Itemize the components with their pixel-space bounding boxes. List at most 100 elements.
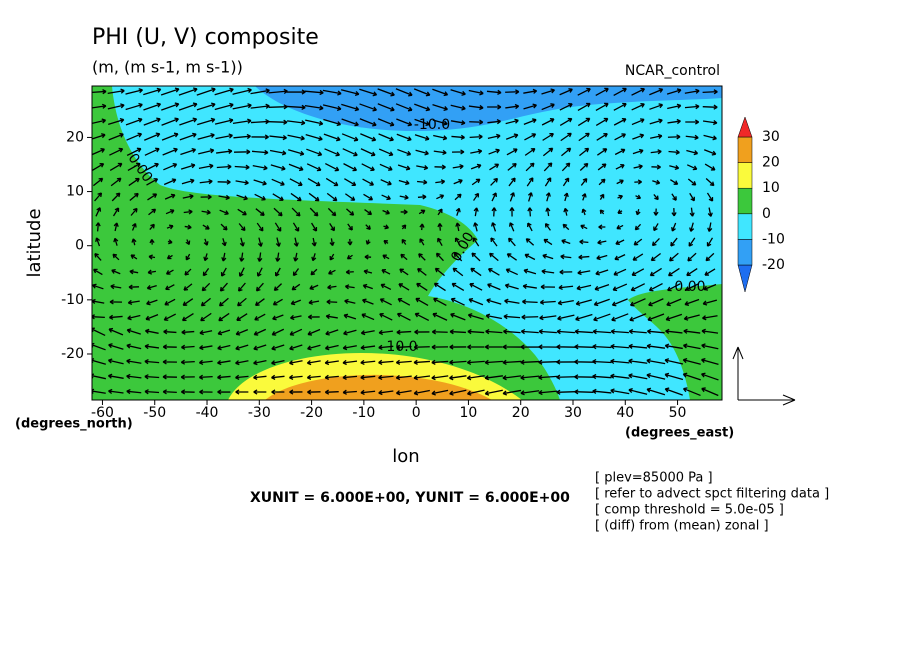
wind-vector: [268, 119, 288, 125]
wind-vector: [669, 164, 680, 170]
contour-label: 10.0: [386, 339, 417, 355]
wind-vector: [416, 164, 429, 171]
wind-vector: [179, 132, 197, 141]
wind-vector: [341, 133, 359, 142]
wind-vector: [323, 118, 342, 127]
wind-vector: [275, 252, 281, 262]
wind-vector: [239, 237, 245, 247]
wind-vector: [343, 329, 357, 336]
wind-vector: [250, 88, 270, 95]
wind-vector: [308, 192, 320, 202]
wind-vector: [574, 329, 593, 335]
wind-vector: [682, 387, 701, 397]
wind-vector: [342, 359, 358, 366]
wind-vector: [199, 344, 213, 351]
wind-vector: [92, 327, 106, 337]
wind-vector: [540, 284, 556, 290]
wind-vector: [214, 102, 234, 111]
wind-vector: [395, 374, 412, 381]
wind-vector: [667, 103, 682, 110]
wind-vector: [538, 344, 558, 350]
wind-vector: [180, 359, 195, 365]
colorbar-cell: [737, 239, 753, 266]
wind-vector: [94, 252, 102, 261]
wind-vector: [557, 300, 574, 306]
wind-vector: [491, 192, 497, 202]
wind-vector: [488, 268, 500, 276]
wind-vector: [473, 192, 480, 201]
wind-vector: [471, 252, 481, 262]
wind-vector: [380, 283, 392, 291]
wind-vector: [286, 104, 306, 110]
wind-vector: [705, 252, 715, 262]
wind-vector: [215, 133, 233, 140]
wind-vector: [469, 119, 484, 125]
wind-vector: [631, 118, 645, 126]
wind-vector: [130, 207, 138, 216]
wind-vector: [647, 313, 665, 322]
colorbar-cell: [737, 264, 753, 293]
wind-vector: [324, 389, 339, 395]
wind-vector: [253, 389, 267, 395]
wind-vector: [489, 252, 499, 262]
wind-vector: [363, 269, 373, 275]
colorbar-label: -10: [762, 231, 785, 247]
wind-vector: [414, 103, 431, 112]
wind-vector: [484, 389, 503, 396]
wind-vector: [113, 237, 119, 246]
wind-vector: [235, 374, 249, 380]
wind-vector: [469, 282, 483, 291]
wind-vector: [580, 177, 588, 186]
wind-vector: [706, 192, 714, 202]
wind-vector: [307, 344, 321, 351]
wind-vector: [538, 389, 558, 396]
wind-vector: [520, 359, 540, 365]
wind-vector: [307, 314, 320, 320]
wind-vector: [144, 359, 160, 365]
wind-vector: [307, 177, 321, 187]
wind-vector: [377, 103, 395, 112]
wind-vector: [163, 162, 178, 171]
wind-vector: [219, 282, 228, 292]
wind-vector: [578, 254, 590, 260]
vector-scale: XUNIT = 6.000E+00, YUNIT = 6.000E+00: [250, 490, 570, 506]
wind-vector: [325, 313, 338, 320]
wind-vector: [181, 178, 195, 185]
wind-vector: [341, 103, 360, 112]
wind-vector: [359, 118, 377, 127]
wind-vector: [616, 179, 624, 185]
wind-vector: [377, 88, 395, 97]
wind-vector: [162, 344, 177, 350]
wind-vector: [505, 103, 520, 110]
wind-vector: [400, 253, 408, 261]
wind-vector: [650, 252, 662, 262]
wind-vector: [396, 390, 412, 396]
wind-vector: [108, 132, 124, 141]
wind-vector: [449, 344, 467, 350]
wind-vector: [486, 89, 502, 95]
wind-vector: [469, 134, 483, 140]
wind-vector: [311, 253, 317, 262]
colorbar-label: 30: [762, 129, 780, 145]
wind-vector: [598, 224, 606, 230]
wind-vector: [360, 374, 376, 380]
wind-vector: [307, 389, 321, 395]
wind-vector: [198, 148, 215, 155]
wind-vector: [287, 120, 306, 126]
wind-vector: [306, 163, 322, 172]
wind-vector: [92, 177, 104, 187]
wind-vector: [453, 252, 463, 262]
wind-vector: [701, 343, 719, 350]
wind-vector: [361, 163, 375, 172]
wind-vector: [561, 239, 571, 245]
wind-vector: [111, 192, 121, 202]
wind-vector: [360, 344, 376, 351]
wind-vector: [503, 313, 521, 320]
wind-vector: [520, 390, 540, 396]
wind-vector: [667, 283, 681, 292]
wind-vector: [610, 388, 630, 395]
wind-vector: [689, 207, 695, 217]
wind-vector: [487, 104, 502, 110]
wind-vector: [309, 207, 319, 217]
wind-vector: [288, 149, 305, 156]
